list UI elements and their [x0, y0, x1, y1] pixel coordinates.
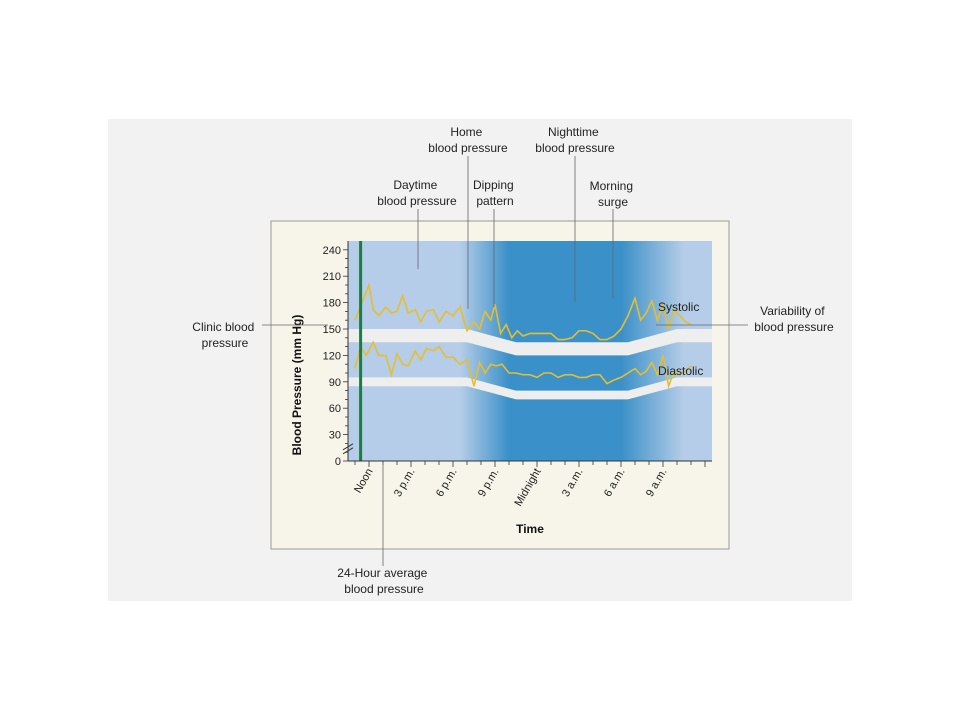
x-axis-title: Time [516, 522, 544, 536]
axes [342, 241, 712, 462]
figure: 0 30 60 90 120 150 180 210 240 Noon 3 p.m. 6 p.m. 9… [108, 119, 852, 601]
diastolic-label: Diastolic [658, 364, 703, 378]
y-tick-label: 120 [323, 350, 341, 362]
systolic-line [354, 282, 692, 341]
dipping-pattern-label: Dipping pattern [473, 178, 517, 208]
nighttime-bp-label: Nighttime blood pressure [535, 125, 615, 155]
daytime-bp-label: Daytime blood pressure [377, 178, 457, 208]
avg-24h-label: 24-Hour average blood pressure [337, 566, 430, 596]
y-ticks: 0 30 60 90 120 150 180 210 240 [323, 245, 348, 468]
y-tick-label: 60 [329, 403, 341, 415]
y-tick-label: 150 [323, 324, 341, 336]
y-tick-label: 240 [323, 245, 341, 257]
y-tick-label: 180 [323, 298, 341, 310]
axis-break-mark [342, 447, 354, 455]
y-tick-label: 0 [335, 456, 341, 468]
diastolic-line [354, 340, 692, 390]
y-axis-title: Blood Pressure (mm Hg) [290, 315, 304, 456]
variability-label: Variability of blood pressure [754, 304, 834, 334]
morning-surge-label: Morning surge [590, 179, 637, 209]
home-bp-label: Home blood pressure [428, 125, 508, 155]
diastolic-range-band [348, 377, 712, 400]
y-tick-label: 30 [329, 430, 341, 442]
clinic-bp-label: Clinic blood pressure [192, 320, 257, 350]
systolic-range-band [348, 329, 712, 356]
y-tick-label: 90 [329, 377, 341, 389]
y-tick-label: 210 [323, 271, 341, 283]
systolic-label: Systolic [658, 300, 699, 314]
axis-break-mark [342, 443, 354, 451]
